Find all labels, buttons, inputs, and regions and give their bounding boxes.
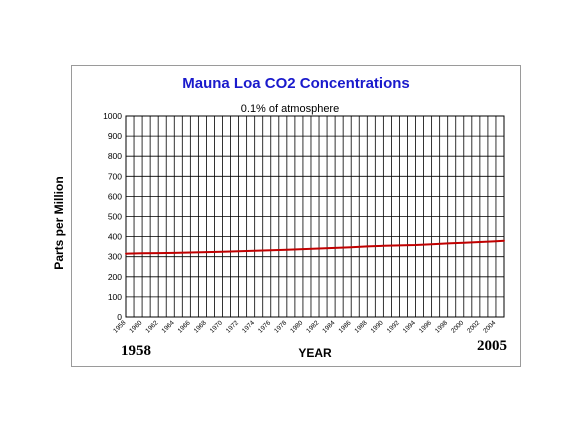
y-tick-label: 300	[108, 252, 122, 262]
data-point	[495, 240, 497, 243]
x-tick-label: 1996	[418, 319, 433, 334]
x-tick-label: 1970	[209, 319, 224, 334]
data-point	[141, 252, 143, 255]
y-tick-label: 800	[108, 151, 122, 161]
y-tick-label: 700	[108, 171, 122, 181]
x-tick-label: 1994	[402, 319, 417, 334]
y-tick-label: 1000	[103, 111, 122, 121]
data-point	[253, 249, 256, 252]
x-tick-label: 2002	[466, 319, 481, 334]
x-tick-label: 1992	[386, 319, 401, 334]
x-tick-label: 2004	[482, 319, 497, 334]
data-point	[269, 249, 272, 252]
y-tick-label: 0	[117, 312, 122, 322]
x-axis: 1958 1960 1962 1964 1966 1968 1970 1972 1974 1976…	[112, 319, 497, 334]
data-point	[446, 242, 449, 245]
x-tick-label: 1986	[337, 319, 352, 334]
x-tick-label: 1978	[273, 319, 288, 334]
data-point	[398, 244, 401, 247]
x-tick-label: 1984	[321, 319, 336, 334]
x-tick-label: 1988	[354, 319, 369, 334]
data-point	[430, 243, 433, 246]
y-tick-label: 600	[108, 191, 122, 201]
x-tick-label: 1972	[225, 319, 240, 334]
y-tick-label: 400	[108, 232, 122, 242]
y-tick-label: 100	[108, 292, 122, 302]
data-point	[462, 241, 465, 244]
y-tick-label: 500	[108, 212, 122, 222]
x-axis-label: YEAR	[298, 346, 332, 360]
data-point	[221, 250, 224, 253]
series-layer	[125, 239, 505, 255]
data-point	[478, 241, 481, 243]
chart-title: Mauna Loa CO2 Concentrations	[182, 75, 410, 92]
data-point	[366, 245, 369, 248]
data-point	[157, 252, 160, 254]
x-tick-label: 1968	[193, 319, 208, 334]
end-year-label: 2005	[477, 338, 507, 354]
x-tick-label: 1960	[128, 319, 143, 334]
data-point	[350, 246, 353, 249]
data-point	[503, 239, 505, 242]
x-tick-label: 2000	[450, 319, 465, 334]
x-tick-label: 1980	[289, 319, 304, 334]
start-year-label: 1958	[121, 343, 151, 359]
data-point	[237, 250, 240, 253]
x-tick-label: 1982	[305, 319, 320, 334]
x-tick-label: 1974	[241, 319, 256, 334]
y-tick-label: 200	[108, 272, 122, 282]
data-point	[414, 244, 417, 246]
x-tick-label: 1998	[434, 319, 449, 334]
y-axis: 0 100 200 300 400 500 600 700 800 900 1000	[103, 111, 122, 322]
x-tick-label: 1966	[177, 319, 192, 334]
y-tick-label: 900	[108, 131, 122, 141]
data-point	[318, 247, 320, 250]
data-point	[382, 244, 385, 247]
x-tick-label: 1964	[160, 319, 175, 334]
x-tick-label: 1990	[370, 319, 385, 334]
x-tick-label: 1962	[144, 319, 159, 334]
data-point	[302, 248, 304, 250]
x-tick-label: 1976	[257, 319, 272, 334]
data-point	[189, 251, 192, 254]
grid	[125, 115, 505, 318]
data-point	[173, 251, 176, 254]
data-point	[334, 246, 337, 249]
chart-subtitle: 0.1% of atmosphere	[240, 103, 340, 115]
y-axis-label: Parts per Million	[52, 176, 66, 270]
x-tick-label: 1958	[112, 319, 127, 334]
data-point	[285, 248, 288, 251]
data-point	[205, 251, 208, 253]
data-point	[125, 252, 127, 255]
